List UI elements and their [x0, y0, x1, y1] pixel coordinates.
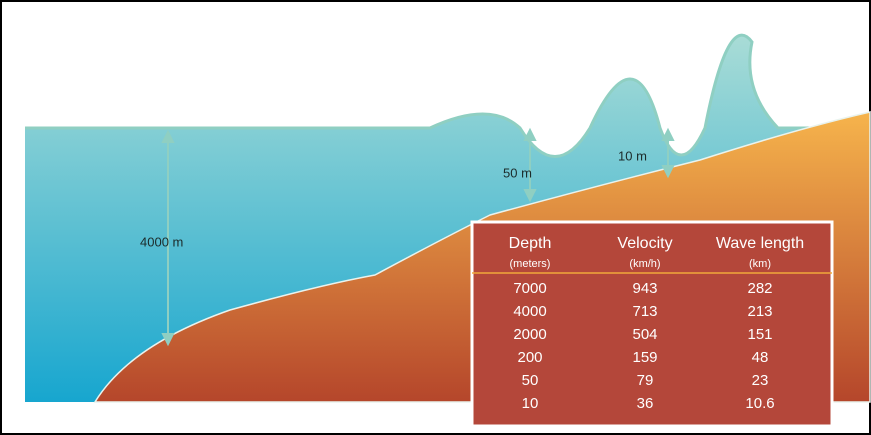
table-cell: 151 — [747, 326, 772, 343]
table-cell: 282 — [747, 280, 772, 297]
table-cell: 504 — [632, 326, 657, 343]
column-unit: (km) — [749, 258, 771, 270]
table-cell: 36 — [637, 395, 654, 412]
page: {"labels": {"deep": "4000 m", "shelf": "… — [0, 0, 871, 435]
table-cell: 2000 — [513, 326, 546, 343]
table-cell: 159 — [632, 349, 657, 366]
table-cell: 50 — [522, 372, 539, 389]
column-unit: (km/h) — [629, 258, 660, 270]
column-header: Velocity — [617, 235, 672, 252]
table-cell: 943 — [632, 280, 657, 297]
diagram: 4000 m 50 m 10 m Depth Velocity Wave lengt… — [0, 0, 871, 435]
table-cell: 213 — [747, 303, 772, 320]
table-cell: 10.6 — [745, 395, 774, 412]
column-unit: (meters) — [510, 258, 551, 270]
column-header: Wave length — [716, 235, 804, 252]
table-cell: 48 — [752, 349, 769, 366]
table-cell: 79 — [637, 372, 654, 389]
depth-label: 10 m — [618, 148, 647, 163]
depth-label: 50 m — [503, 165, 532, 180]
table-cell: 4000 — [513, 303, 546, 320]
table-cell: 10 — [522, 395, 539, 412]
table-cell: 713 — [632, 303, 657, 320]
depth-label: 4000 m — [140, 234, 183, 249]
table-cell: 7000 — [513, 280, 546, 297]
table-cell: 200 — [517, 349, 542, 366]
table-cell: 23 — [752, 372, 769, 389]
column-header: Depth — [509, 235, 552, 252]
